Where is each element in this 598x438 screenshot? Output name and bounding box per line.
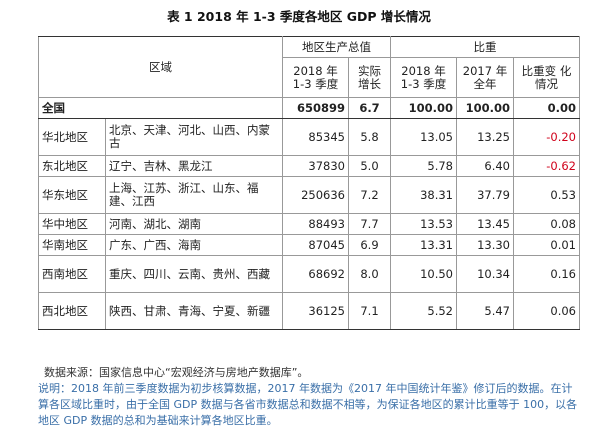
province-list: 重庆、四川、云南、贵州、西藏 <box>105 255 283 293</box>
share-2018-value: 38.31 <box>390 176 457 214</box>
share-change-value: -0.62 <box>513 155 580 177</box>
gdp-2018-header: 2018 年 1-3 季度 <box>282 57 349 98</box>
table-title: 表 1 2018 年 1-3 季度各地区 GDP 增长情况 <box>167 9 431 24</box>
share-change-value: 0.06 <box>513 292 580 330</box>
share-2017-value: 13.45 <box>456 213 514 235</box>
national-row: 全国 650899 6.7 100.00 100.00 0.00 <box>38 97 580 119</box>
table-row: 东北地区 辽宁、吉林、黑龙江 37830 5.0 5.78 6.40 -0.62 <box>38 155 580 177</box>
national-growth: 6.7 <box>348 97 391 119</box>
table-row: 西北地区 陕西、甘肃、青海、宁夏、新疆 36125 7.1 5.52 5.47 0.06 <box>38 292 580 330</box>
gdp-value: 88493 <box>282 213 349 235</box>
share-2017-value: 37.79 <box>456 176 514 214</box>
growth-value: 7.2 <box>348 176 391 214</box>
national-label: 全国 <box>38 97 283 119</box>
growth-value: 7.1 <box>348 292 391 330</box>
share-change-value: 0.01 <box>513 234 580 256</box>
region-name: 华东地区 <box>38 176 106 214</box>
share-2017-value: 13.25 <box>456 118 514 156</box>
share-2018-header: 2018 年 1-3 季度 <box>390 57 457 98</box>
share-2018-value: 5.52 <box>390 292 457 330</box>
gdp-value: 36125 <box>282 292 349 330</box>
growth-value: 6.9 <box>348 234 391 256</box>
share-2018-value: 13.53 <box>390 213 457 235</box>
region-name: 华北地区 <box>38 118 106 156</box>
share-change-value: -0.20 <box>513 118 580 156</box>
explanation-note: 说明：2018 年前三季度数据为初步核算数据，2017 年数据为《2017 年中… <box>38 382 578 427</box>
growth-value: 5.8 <box>348 118 391 156</box>
national-change: 0.00 <box>513 97 580 119</box>
province-list: 辽宁、吉林、黑龙江 <box>105 155 283 177</box>
table-row: 华南地区 广东、广西、海南 87045 6.9 13.31 13.30 0.01 <box>38 234 580 256</box>
table-row: 西南地区 重庆、四川、云南、贵州、西藏 68692 8.0 10.50 10.34 0.16 <box>38 255 580 293</box>
share-change-value: 0.53 <box>513 176 580 214</box>
national-share-2018: 100.00 <box>390 97 457 119</box>
region-name: 华中地区 <box>38 213 106 235</box>
share-change-value: 0.16 <box>513 255 580 293</box>
region-name: 华南地区 <box>38 234 106 256</box>
growth-value: 7.7 <box>348 213 391 235</box>
table-row: 华中地区 河南、湖北、湖南 88493 7.7 13.53 13.45 0.08 <box>38 213 580 235</box>
gdp-value: 87045 <box>282 234 349 256</box>
gdp-table: 区域 地区生产总值 比重 2018 年 1-3 季度 实际 增长 2018 年 … <box>38 35 580 330</box>
share-2017-header: 2017 年全年 <box>456 57 514 98</box>
province-list: 河南、湖北、湖南 <box>105 213 283 235</box>
gdp-value: 68692 <box>282 255 349 293</box>
region-name: 西南地区 <box>38 255 106 293</box>
share-2018-value: 13.31 <box>390 234 457 256</box>
growth-value: 5.0 <box>348 155 391 177</box>
national-gdp: 650899 <box>282 97 349 119</box>
province-list: 广东、广西、海南 <box>105 234 283 256</box>
header-row-1: 区域 地区生产总值 比重 <box>38 35 580 98</box>
share-2017-value: 10.34 <box>456 255 514 293</box>
share-2017-value: 13.30 <box>456 234 514 256</box>
region-name: 西北地区 <box>38 292 106 330</box>
region-name: 东北地区 <box>38 155 106 177</box>
gdp-group-header: 地区生产总值 <box>282 35 391 59</box>
ratio-group-header: 比重 <box>390 35 580 59</box>
growth-header: 实际 增长 <box>348 57 391 98</box>
province-list: 陕西、甘肃、青海、宁夏、新疆 <box>105 292 283 330</box>
share-2018-value: 13.05 <box>390 118 457 156</box>
share-2018-value: 10.50 <box>390 255 457 293</box>
share-2018-value: 5.78 <box>390 155 457 177</box>
table-row: 华北地区 北京、天津、河北、山西、内蒙古 85345 5.8 13.05 13.25 -0.… <box>38 118 580 156</box>
region-header: 区域 <box>38 36 283 98</box>
share-change-header: 比重变 化情况 <box>513 57 580 98</box>
header-row-2: 2018 年 1-3 季度 实际 增长 2018 年 1-3 季度 2017 年… <box>39 57 580 98</box>
national-share-2017: 100.00 <box>456 97 514 119</box>
table-row: 华东地区 上海、江苏、浙江、山东、福建、江西 250636 7.2 38.31 37.79… <box>38 176 580 214</box>
growth-value: 8.0 <box>348 255 391 293</box>
province-list: 北京、天津、河北、山西、内蒙古 <box>105 118 283 156</box>
gdp-value: 250636 <box>282 176 349 214</box>
share-2017-value: 6.40 <box>456 155 514 177</box>
data-source: 数据来源：国家信息中心“宏观经济与房地产数据库”。 <box>44 366 309 379</box>
share-change-value: 0.08 <box>513 213 580 235</box>
share-2017-value: 5.47 <box>456 292 514 330</box>
gdp-value: 37830 <box>282 155 349 177</box>
gdp-value: 85345 <box>282 118 349 156</box>
province-list: 上海、江苏、浙江、山东、福建、江西 <box>105 176 283 214</box>
